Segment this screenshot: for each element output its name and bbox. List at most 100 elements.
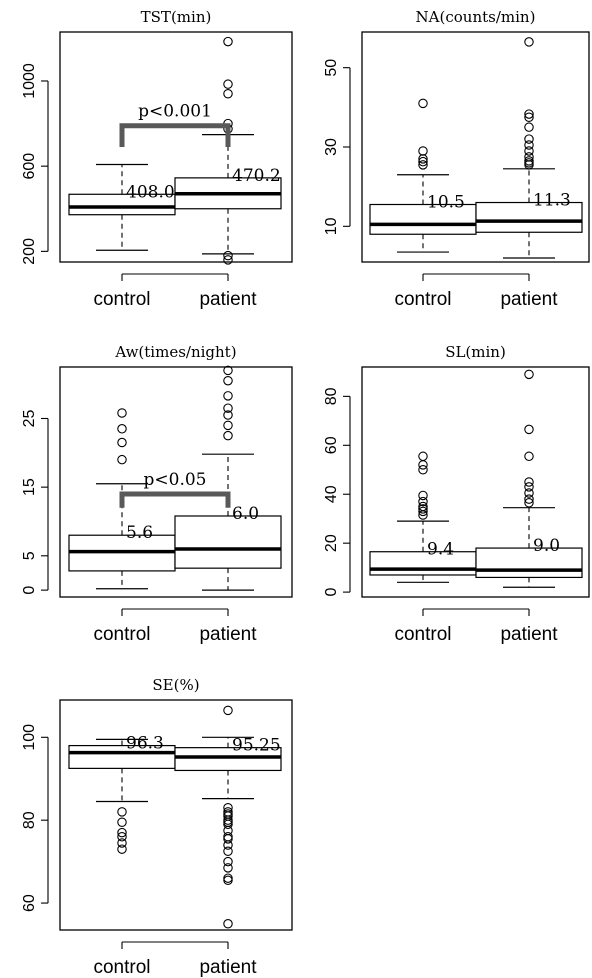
outlier-point — [223, 410, 233, 420]
x-category-label: patient — [199, 624, 257, 645]
median-value-label: 6.0 — [232, 504, 259, 524]
outlier-point — [223, 36, 233, 47]
outlier-point — [524, 369, 534, 380]
significance-bracket — [119, 491, 231, 508]
outlier-point — [524, 424, 534, 435]
outlier-point — [524, 152, 534, 162]
box-control: 9.4 — [369, 451, 477, 583]
significance-bracket — [119, 123, 231, 147]
outlier-point — [223, 834, 233, 844]
y-tick-label: 60 — [323, 436, 340, 454]
y-tick-label: 80 — [21, 811, 38, 829]
outlier-point — [223, 856, 233, 867]
outlier-point — [223, 420, 233, 431]
median-value-label: 95.25 — [232, 736, 281, 756]
outlier-point — [223, 365, 233, 376]
outlier-point — [524, 112, 534, 123]
outlier-point — [117, 827, 127, 838]
y-tick-label: 25 — [21, 409, 38, 427]
boxplot-panel: TST(min) 200 600 1000 control patient 408.0 470… — [21, 8, 293, 310]
outlier-point — [524, 37, 534, 47]
y-tick-label: 10 — [323, 217, 340, 235]
outlier-point — [418, 160, 428, 170]
panel-title: SL(min) — [445, 343, 506, 361]
y-tick-label: 1000 — [21, 63, 38, 99]
box-control: 10.5 — [369, 98, 477, 253]
panel-title: SE(%) — [152, 676, 199, 694]
outlier-point — [223, 863, 233, 873]
y-tick-label: 100 — [21, 724, 38, 751]
y-tick-label: 60 — [21, 894, 38, 912]
boxplot-panel: NA(counts/min) 10 30 50 control patient 10.5 11… — [323, 8, 590, 310]
outlier-point — [223, 79, 233, 89]
plot-frame — [59, 699, 293, 931]
outlier-point — [223, 832, 233, 842]
outlier-point — [223, 430, 233, 441]
x-category-label: control — [93, 957, 150, 978]
y-tick-label: 200 — [21, 238, 38, 265]
outlier-point — [117, 844, 127, 854]
outlier-point — [117, 454, 127, 465]
outlier-point — [223, 807, 233, 817]
panel-title: TST(min) — [141, 8, 212, 26]
outlier-point — [117, 437, 127, 448]
outlier-point — [418, 496, 428, 507]
iqr-box — [475, 201, 583, 233]
outlier-point — [524, 156, 534, 166]
panel-title: NA(counts/min) — [416, 8, 536, 26]
outlier-point — [223, 89, 233, 99]
x-category-label: patient — [500, 289, 558, 310]
outlier-point — [418, 501, 428, 512]
outlier-point — [223, 250, 233, 261]
median-value-label: 5.6 — [126, 523, 153, 543]
box-control: 96.3 — [68, 734, 176, 854]
plot-frame — [361, 31, 590, 263]
panel-title: Aw(times/night) — [114, 343, 236, 361]
outlier-point — [223, 873, 233, 883]
outlier-point — [524, 451, 534, 462]
median-value-label: 408.0 — [126, 182, 175, 202]
x-category-label: patient — [199, 289, 257, 310]
outlier-point — [524, 146, 534, 156]
y-tick-label: 600 — [21, 153, 38, 180]
y-tick-label: 30 — [323, 138, 340, 156]
x-category-label: control — [394, 624, 451, 645]
outlier-point — [223, 375, 233, 386]
significance-label: p<0.001 — [138, 102, 212, 122]
y-tick-label: 80 — [323, 387, 340, 405]
outlier-point — [418, 504, 428, 514]
iqr-box — [174, 515, 282, 569]
iqr-box — [369, 203, 477, 235]
outlier-point — [223, 255, 233, 265]
iqr-box — [475, 547, 583, 579]
outlier-point — [418, 98, 428, 109]
box-patient: 470.2 — [174, 36, 282, 265]
outlier-point — [117, 832, 127, 842]
median-value-label: 470.2 — [232, 166, 281, 186]
x-category-label: control — [93, 289, 150, 310]
outlier-point — [117, 424, 127, 434]
plot-frame — [59, 366, 293, 598]
plot-frame — [361, 366, 590, 598]
median-value-label: 96.3 — [126, 734, 164, 754]
outlier-point — [223, 846, 233, 857]
y-tick-label: 50 — [323, 59, 340, 77]
median-value-label: 10.5 — [427, 193, 465, 213]
outlier-point — [524, 488, 534, 498]
outlier-point — [223, 802, 233, 813]
y-tick-label: 20 — [323, 534, 340, 552]
box-patient: 95.25 — [174, 705, 282, 929]
outlier-point — [117, 807, 127, 817]
outlier-point — [524, 109, 534, 119]
box-patient: 11.3 — [475, 37, 583, 259]
outlier-point — [524, 122, 534, 132]
outlier-point — [117, 408, 127, 418]
y-tick-label: 5 — [21, 551, 38, 560]
y-tick-label: 15 — [21, 478, 38, 496]
outlier-point — [524, 498, 534, 508]
x-category-label: control — [93, 624, 150, 645]
outlier-point — [418, 146, 428, 156]
median-value-label: 11.3 — [533, 191, 571, 211]
boxplot-panel: Aw(times/night) 0 5 15 25 control patient 5.6 6.… — [21, 343, 293, 645]
